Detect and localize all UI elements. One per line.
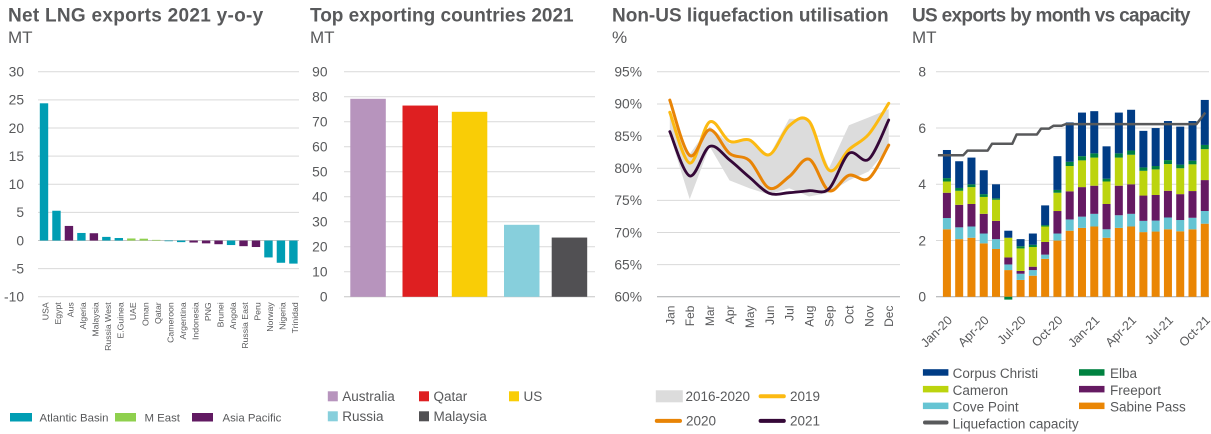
svg-text:50: 50: [312, 165, 328, 180]
svg-text:5: 5: [16, 205, 24, 220]
svg-text:-5: -5: [12, 262, 25, 277]
svg-text:70: 70: [312, 115, 328, 130]
svg-text:Nov: Nov: [862, 306, 876, 327]
svg-text:Non-US liquefaction utilisatio: Non-US liquefaction utilisation: [612, 6, 889, 27]
svg-text:20: 20: [312, 240, 328, 255]
svg-text:Atlantic Basin: Atlantic Basin: [40, 413, 109, 425]
svg-text:Indonesia: Indonesia: [190, 302, 200, 340]
svg-text:Sabine Pass: Sabine Pass: [1110, 400, 1186, 415]
svg-text:Peru: Peru: [253, 302, 263, 321]
svg-text:20: 20: [9, 121, 25, 136]
svg-text:Argentina: Argentina: [178, 302, 188, 339]
svg-text:Qatar: Qatar: [434, 389, 468, 404]
svg-text:Feb: Feb: [683, 305, 697, 326]
svg-text:Russia East: Russia East: [240, 302, 250, 349]
svg-text:Freeport: Freeport: [1110, 383, 1161, 398]
svg-text:90: 90: [312, 65, 328, 80]
svg-text:MT: MT: [8, 28, 33, 47]
svg-text:Asia Pacific: Asia Pacific: [223, 413, 282, 425]
svg-text:Jul: Jul: [783, 306, 797, 321]
svg-text:Egypt: Egypt: [53, 302, 63, 325]
svg-text:Norway: Norway: [265, 302, 275, 332]
svg-text:0: 0: [918, 290, 926, 305]
svg-text:%: %: [612, 28, 627, 47]
svg-text:2019: 2019: [790, 389, 820, 404]
svg-text:10: 10: [9, 177, 25, 192]
svg-text:Qatar: Qatar: [153, 302, 163, 324]
svg-text:2020: 2020: [686, 413, 716, 428]
svg-text:Jan: Jan: [663, 306, 677, 325]
svg-text:May: May: [743, 306, 757, 329]
svg-text:60: 60: [312, 140, 328, 155]
svg-text:15: 15: [9, 149, 25, 164]
svg-text:PNG: PNG: [203, 302, 213, 321]
svg-text:US: US: [524, 389, 543, 404]
svg-text:Russia: Russia: [342, 409, 384, 424]
svg-text:30: 30: [312, 215, 328, 230]
svg-text:70%: 70%: [614, 225, 642, 240]
svg-text:Sep: Sep: [823, 305, 837, 327]
svg-text:8: 8: [918, 65, 926, 80]
svg-text:4: 4: [918, 177, 926, 192]
svg-text:Net LNG exports 2021 y-o-y: Net LNG exports 2021 y-o-y: [8, 6, 264, 27]
svg-text:Cameron: Cameron: [953, 383, 1009, 398]
svg-text:M East: M East: [145, 413, 181, 425]
svg-text:2016-2020: 2016-2020: [686, 389, 751, 404]
svg-text:0: 0: [320, 290, 328, 305]
svg-text:Mar: Mar: [703, 306, 717, 327]
svg-text:30: 30: [9, 65, 25, 80]
svg-text:MT: MT: [912, 28, 937, 47]
svg-text:Cove Point: Cove Point: [953, 400, 1019, 415]
svg-text:Dec: Dec: [882, 306, 896, 327]
svg-text:2021: 2021: [790, 413, 820, 428]
svg-text:-10: -10: [4, 290, 24, 305]
svg-text:80%: 80%: [614, 161, 642, 176]
svg-text:80: 80: [312, 90, 328, 105]
svg-text:60%: 60%: [614, 290, 642, 305]
svg-text:E.Guinea: E.Guinea: [116, 302, 126, 338]
svg-text:40: 40: [312, 190, 328, 205]
svg-text:US exports by month vs capacit: US exports by month vs capacity: [912, 6, 1191, 27]
svg-text:90%: 90%: [614, 97, 642, 112]
svg-text:Liquefaction capacity: Liquefaction capacity: [953, 416, 1079, 431]
svg-text:6: 6: [918, 121, 926, 136]
svg-text:Angola: Angola: [228, 302, 238, 329]
svg-text:Nigeria: Nigeria: [278, 302, 288, 330]
svg-text:UAE: UAE: [128, 302, 138, 320]
svg-text:Algeria: Algeria: [78, 302, 88, 329]
svg-text:85%: 85%: [614, 129, 642, 144]
svg-text:2: 2: [918, 233, 926, 248]
svg-text:Brunei: Brunei: [215, 302, 225, 327]
svg-text:75%: 75%: [614, 193, 642, 208]
svg-text:Malaysia: Malaysia: [91, 302, 101, 336]
svg-text:Oman: Oman: [141, 302, 151, 326]
svg-text:Oct: Oct: [842, 305, 856, 324]
svg-text:Apr: Apr: [723, 306, 737, 325]
svg-text:Aug: Aug: [803, 306, 817, 327]
svg-text:Cameroon: Cameroon: [165, 302, 175, 343]
svg-text:USA: USA: [41, 302, 51, 320]
svg-text:Trinidad: Trinidad: [290, 302, 300, 333]
svg-text:Jun: Jun: [763, 306, 777, 325]
svg-text:25: 25: [9, 93, 25, 108]
svg-text:Russia West: Russia West: [103, 302, 113, 351]
svg-text:Elba: Elba: [1110, 366, 1138, 381]
svg-text:95%: 95%: [614, 65, 642, 80]
svg-text:65%: 65%: [614, 258, 642, 273]
svg-text:Top exporting countries 2021: Top exporting countries 2021: [310, 6, 574, 27]
svg-text:Australia: Australia: [342, 389, 395, 404]
svg-text:0: 0: [16, 233, 24, 248]
svg-text:Aus: Aus: [66, 302, 76, 318]
svg-text:10: 10: [312, 265, 328, 280]
svg-text:Malaysia: Malaysia: [434, 409, 488, 424]
svg-text:Corpus Christi: Corpus Christi: [953, 366, 1039, 381]
svg-text:MT: MT: [310, 28, 335, 47]
